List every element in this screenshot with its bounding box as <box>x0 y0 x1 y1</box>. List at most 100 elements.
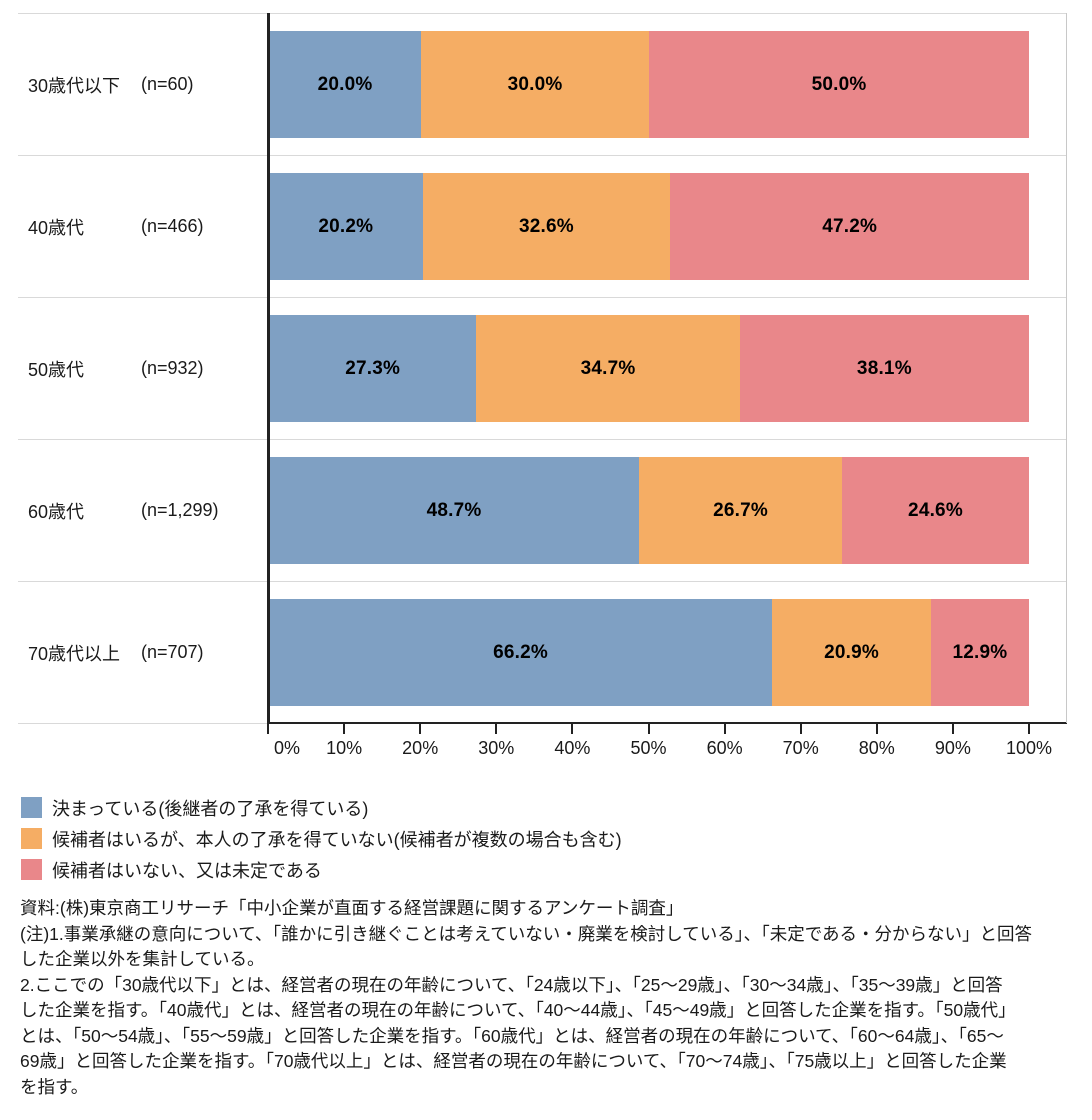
x-axis-tick <box>419 724 422 734</box>
x-axis-tick-label: 50% <box>630 738 667 758</box>
y-axis-line <box>267 13 270 723</box>
note-line: した企業を指す。「40歳代」とは、経営者の現在の年齢について、「40〜44歳」、… <box>20 1000 1016 1020</box>
x-axis-tick <box>571 724 574 734</box>
value-label: 34.7% <box>580 357 636 379</box>
chart-row: 50歳代 (n=932) 27.3% 34.7% 38.1% <box>18 297 1067 439</box>
legend-label: 候補者はいるが、本人の了承を得ていない(候補者が複数の場合も含む) <box>52 829 622 850</box>
x-axis-tick-label: 30% <box>478 738 515 758</box>
bar-segment-series-3: 38.1% <box>739 315 1029 422</box>
note-line: 69歳」と回答した企業を指す。「70歳代以上」とは、経営者の現在の年齢について、… <box>20 1051 1007 1071</box>
legend-label: 決まっている(後継者の了承を得ている) <box>52 798 369 819</box>
category-sample-size: (n=1,299) <box>141 500 219 520</box>
x-axis-tick-label: 70% <box>782 738 819 758</box>
x-axis-tick <box>723 724 726 734</box>
bar-segment-series-3: 50.0% <box>649 31 1029 138</box>
category-label: 30歳代以下 (n=60) <box>28 14 194 155</box>
category-sample-size: (n=932) <box>141 358 204 378</box>
note-line: 2.ここでの「30歳代以下」とは、経営者の現在の年齢について、「24歳以下」、「… <box>20 974 1003 995</box>
stacked-bar: 48.7% 26.7% 24.6% <box>269 457 1029 564</box>
note-line: (注)1.事業承継の意向について、「誰かに引き継ぐことは考えていない・廃業を検討… <box>20 923 1033 944</box>
category-label: 40歳代 (n=466) <box>28 156 204 297</box>
x-axis-tick-label: 0% <box>273 738 300 758</box>
value-label: 12.9% <box>952 641 1008 663</box>
value-label: 20.0% <box>317 73 373 95</box>
legend-item: 決まっている(後継者の了承を得ている) <box>21 792 622 823</box>
bar-segment-series-1: 66.2% <box>269 599 773 706</box>
x-axis-tick-label: 80% <box>858 738 895 758</box>
bar-segment-series-2: 32.6% <box>422 173 671 280</box>
legend-item: 候補者はいない、又は未定である <box>21 854 622 885</box>
bar-segment-series-1: 27.3% <box>269 315 477 422</box>
chart-row: 30歳代以下 (n=60) 20.0% 30.0% 50.0% <box>18 13 1067 155</box>
value-label: 66.2% <box>493 641 548 663</box>
value-label: 20.2% <box>318 215 374 237</box>
bar-segment-series-2: 20.9% <box>772 599 931 706</box>
bar-segment-series-1: 20.2% <box>269 173 423 280</box>
bar-segment-series-2: 34.7% <box>476 315 740 422</box>
category-label: 50歳代 (n=932) <box>28 298 204 439</box>
category-label: 60歳代 (n=1,299) <box>28 440 219 581</box>
value-label: 32.6% <box>518 215 574 237</box>
bar-segment-series-3: 12.9% <box>930 599 1029 706</box>
x-axis-tick-label: 40% <box>554 738 591 758</box>
stacked-bar: 20.0% 30.0% 50.0% <box>269 31 1029 138</box>
category-sample-size: (n=60) <box>141 74 194 94</box>
x-axis-tick <box>951 724 954 734</box>
stacked-bar: 66.2% 20.9% 12.9% <box>269 599 1029 706</box>
value-label: 26.7% <box>713 499 768 521</box>
legend-label: 候補者はいない、又は未定である <box>52 860 322 881</box>
value-label: 48.7% <box>426 499 482 521</box>
note-line: を指す。 <box>20 1076 89 1097</box>
x-axis-tick <box>875 724 878 734</box>
category-sample-size: (n=466) <box>141 216 204 236</box>
source-notes: 資料:(株)東京商工リサーチ「中小企業が直面する経営課題に関するアンケート調査」… <box>20 896 1082 1100</box>
note-line: とは、「50〜54歳」、「55〜59歳」と回答した企業を指す。「60歳代」とは、… <box>20 1025 1004 1046</box>
category-name: 30歳代以下 <box>28 75 121 96</box>
chart-row: 70歳代以上 (n=707) 66.2% 20.9% 12.9% <box>18 581 1067 723</box>
x-axis-tick-label: 20% <box>402 738 439 758</box>
bar-segment-series-3: 47.2% <box>670 173 1029 280</box>
category-sample-size: (n=707) <box>141 642 204 662</box>
category-name: 50歳代 <box>28 359 85 380</box>
legend-item: 候補者はいるが、本人の了承を得ていない(候補者が複数の場合も含む) <box>21 823 622 854</box>
bar-segment-series-2: 26.7% <box>639 457 843 564</box>
x-axis-tick <box>647 724 650 734</box>
x-axis-tick-label: 60% <box>706 738 743 758</box>
value-label: 38.1% <box>856 357 912 379</box>
stacked-bar: 20.2% 32.6% 47.2% <box>269 173 1029 280</box>
category-name: 40歳代 <box>28 217 85 238</box>
chart-row: 40歳代 (n=466) 20.2% 32.6% 47.2% <box>18 155 1067 297</box>
value-label: 30.0% <box>507 73 563 95</box>
legend-swatch-icon <box>21 828 42 849</box>
stacked-bar: 27.3% 34.7% 38.1% <box>269 315 1029 422</box>
value-label: 50.0% <box>811 73 867 95</box>
bar-segment-series-2: 30.0% <box>421 31 649 138</box>
legend: 決まっている(後継者の了承を得ている) 候補者はいるが、本人の了承を得ていない(候… <box>21 792 622 885</box>
value-label: 20.9% <box>824 641 879 663</box>
chart-row: 60歳代 (n=1,299) 48.7% 26.7% 24.6% <box>18 439 1067 581</box>
x-axis-tick <box>267 724 269 734</box>
value-label: 24.6% <box>908 499 963 521</box>
legend-swatch-icon <box>21 797 42 818</box>
bar-segment-series-1: 48.7% <box>269 457 640 564</box>
plot-right-border <box>1066 13 1067 723</box>
legend-swatch-icon <box>21 859 42 880</box>
x-axis-tick <box>1028 724 1030 734</box>
bar-segment-series-1: 20.0% <box>269 31 421 138</box>
category-name: 70歳代以上 <box>28 643 121 664</box>
x-axis-tick-label: 100% <box>1005 738 1053 758</box>
source-line: 資料:(株)東京商工リサーチ「中小企業が直面する経営課題に関するアンケート調査」 <box>20 898 684 918</box>
value-label: 47.2% <box>822 215 878 237</box>
x-axis-tick <box>343 724 346 734</box>
chart-rows: 30歳代以下 (n=60) 20.0% 30.0% 50.0% 40歳代 (n=466) 20… <box>18 13 1067 723</box>
category-label: 70歳代以上 (n=707) <box>28 582 204 723</box>
bar-segment-series-3: 24.6% <box>842 457 1029 564</box>
x-axis-line <box>267 722 1067 724</box>
value-label: 27.3% <box>345 357 401 379</box>
category-name: 60歳代 <box>28 501 85 522</box>
note-line: した企業以外を集計している。 <box>20 949 265 969</box>
x-axis-tick-label: 90% <box>934 738 971 758</box>
x-axis-tick <box>495 724 498 734</box>
x-axis-tick <box>799 724 802 734</box>
x-axis-tick-label: 10% <box>326 738 363 758</box>
